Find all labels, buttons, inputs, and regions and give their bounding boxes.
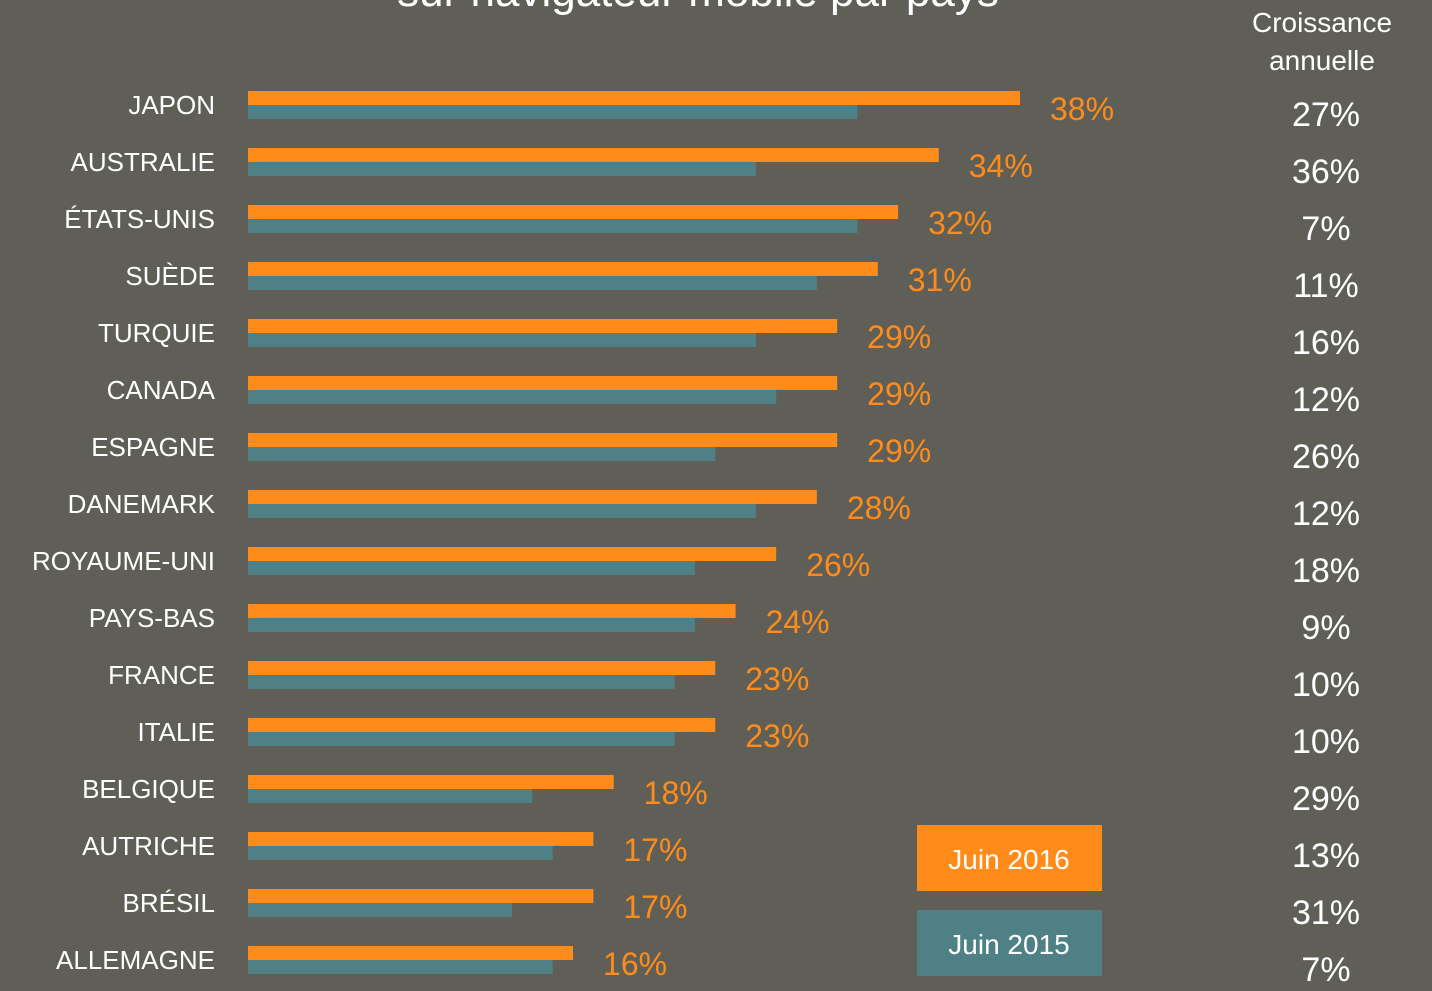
growth-value: 26% xyxy=(1292,438,1360,476)
bar-juin-2015 xyxy=(248,333,756,347)
bar-juin-2015 xyxy=(248,789,533,803)
bar-juin-2016 xyxy=(248,433,838,447)
growth-header-line2: annuelle xyxy=(1269,45,1375,76)
data-label: 28% xyxy=(847,490,911,526)
bars-layer: JAPON 38% 27% AUSTRALIE 34% 36% ÉTATS-UNIS 32% 7… xyxy=(32,90,1360,989)
bar-juin-2016 xyxy=(248,205,899,219)
growth-value: 10% xyxy=(1292,723,1360,761)
category-label: FRANCE xyxy=(108,660,215,690)
category-label: TURQUIE xyxy=(98,318,215,348)
bar-juin-2015 xyxy=(248,675,675,689)
bar-juin-2016 xyxy=(248,718,716,732)
data-label: 23% xyxy=(745,661,809,697)
bar-juin-2016 xyxy=(248,490,817,504)
growth-value: 18% xyxy=(1292,552,1360,590)
growth-value: 27% xyxy=(1292,96,1360,134)
bar-juin-2015 xyxy=(248,903,513,917)
growth-value: 7% xyxy=(1301,210,1350,248)
legend: Juin 2016 Juin 2015 xyxy=(917,825,1102,976)
data-label: 17% xyxy=(623,889,687,925)
growth-value: 16% xyxy=(1292,324,1360,362)
chart-title: sur navigateur mobile par pays xyxy=(397,0,999,16)
category-label: AUSTRALIE xyxy=(71,147,216,177)
data-label: 29% xyxy=(867,433,931,469)
bar-juin-2015 xyxy=(248,162,756,176)
bar-juin-2015 xyxy=(248,219,858,233)
data-label: 38% xyxy=(1050,91,1114,127)
bar-juin-2015 xyxy=(248,276,817,290)
bar-juin-2015 xyxy=(248,846,553,860)
data-label: 29% xyxy=(867,319,931,355)
data-label: 34% xyxy=(969,148,1033,184)
bar-juin-2016 xyxy=(248,604,736,618)
growth-value: 36% xyxy=(1292,153,1360,191)
growth-value: 12% xyxy=(1292,381,1360,419)
data-label: 31% xyxy=(908,262,972,298)
category-label: CANADA xyxy=(107,375,216,405)
bar-juin-2016 xyxy=(248,832,594,846)
growth-value: 29% xyxy=(1292,780,1360,818)
bar-juin-2015 xyxy=(248,960,553,974)
growth-value: 11% xyxy=(1293,267,1359,305)
growth-value: 9% xyxy=(1301,609,1350,647)
bar-juin-2015 xyxy=(248,390,777,404)
category-label: ROYAUME-UNI xyxy=(32,546,215,576)
growth-value: 13% xyxy=(1292,837,1360,875)
data-label: 29% xyxy=(867,376,931,412)
bar-juin-2016 xyxy=(248,91,1020,105)
data-label: 26% xyxy=(806,547,870,583)
category-label: AUTRICHE xyxy=(82,831,215,861)
category-label: BELGIQUE xyxy=(82,774,215,804)
bar-juin-2016 xyxy=(248,775,614,789)
bar-juin-2016 xyxy=(248,376,838,390)
bar-juin-2016 xyxy=(248,262,878,276)
legend-label: Juin 2016 xyxy=(948,844,1069,875)
bar-juin-2015 xyxy=(248,618,695,632)
category-label: ESPAGNE xyxy=(91,432,215,462)
legend-swatch xyxy=(917,825,1102,891)
growth-value: 31% xyxy=(1292,894,1360,932)
category-label: ITALIE xyxy=(137,717,215,747)
category-label: ÉTATS-UNIS xyxy=(64,204,215,234)
data-label: 18% xyxy=(644,775,708,811)
data-label: 16% xyxy=(603,946,667,982)
data-label: 24% xyxy=(766,604,830,640)
bar-juin-2015 xyxy=(248,561,695,575)
bar-juin-2016 xyxy=(248,148,939,162)
legend-swatch xyxy=(917,910,1102,976)
category-label: ALLEMAGNE xyxy=(56,945,215,975)
growth-header-line1: Croissance xyxy=(1252,7,1392,38)
category-label: BRÉSIL xyxy=(123,888,216,918)
category-label: JAPON xyxy=(128,90,215,120)
data-label: 23% xyxy=(745,718,809,754)
growth-value: 12% xyxy=(1292,495,1360,533)
growth-value: 7% xyxy=(1301,951,1350,986)
bar-juin-2015 xyxy=(248,732,675,746)
growth-value: 10% xyxy=(1292,666,1360,704)
category-label: PAYS-BAS xyxy=(89,603,215,633)
bar-juin-2016 xyxy=(248,319,838,333)
bar-juin-2016 xyxy=(248,889,594,903)
bar-juin-2015 xyxy=(248,504,756,518)
category-label: SUÈDE xyxy=(125,261,215,291)
bar-juin-2016 xyxy=(248,946,574,960)
bar-juin-2016 xyxy=(248,661,716,675)
data-label: 17% xyxy=(623,832,687,868)
bar-juin-2015 xyxy=(248,105,858,119)
category-label: DANEMARK xyxy=(68,489,216,519)
data-label: 32% xyxy=(928,205,992,241)
legend-label: Juin 2015 xyxy=(948,929,1069,960)
bar-juin-2015 xyxy=(248,447,716,461)
bar-juin-2016 xyxy=(248,547,777,561)
